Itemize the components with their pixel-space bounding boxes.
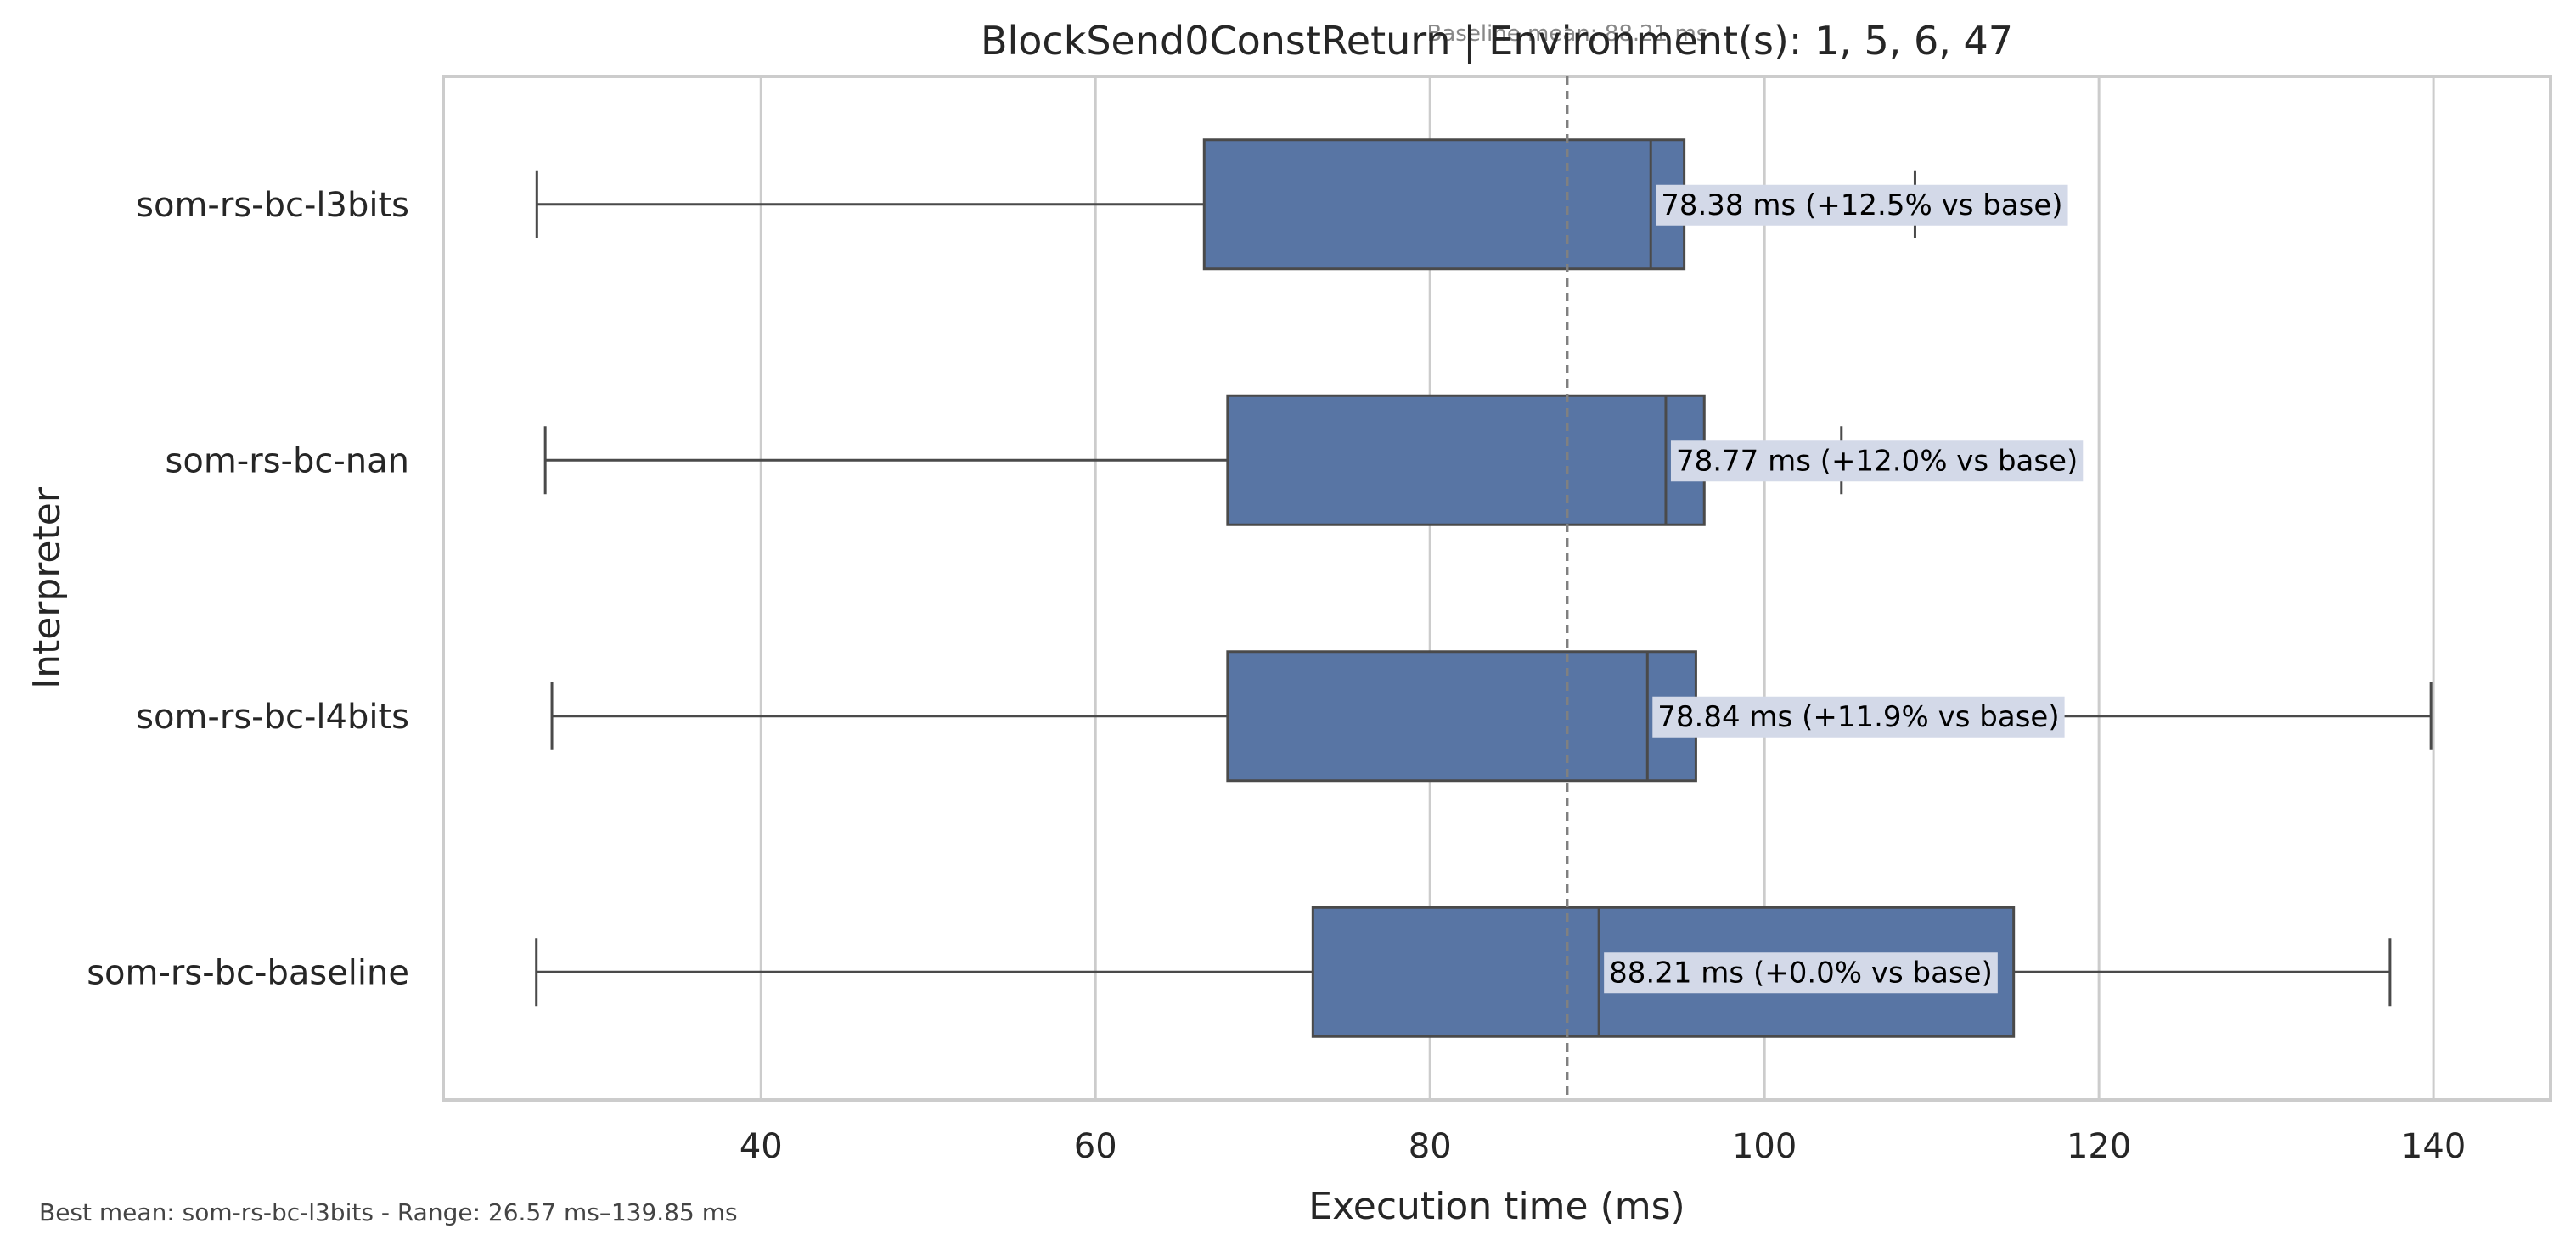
annotation-label: 78.38 ms (+12.5% vs base) xyxy=(1661,188,2062,222)
box-iqr xyxy=(1226,394,1706,526)
x-tick-labels: 40 60 80 100 120 140 xyxy=(740,1127,2466,1166)
box-marks: 78.38 ms (+12.5% vs base) 78.77 ms (+12.0… xyxy=(535,138,2433,1038)
box-group xyxy=(550,650,2433,783)
y-tick-labels: som-rs-bc-l3bits som-rs-bc-nan som-rs-bc-l… xyxy=(87,186,409,993)
annotation-group: 88.21 ms (+0.0% vs base) xyxy=(1604,952,1998,994)
x-axis-label: Execution time (ms) xyxy=(1308,1185,1685,1228)
annotation-background xyxy=(1656,184,2068,226)
x-tick-label: 60 xyxy=(1074,1127,1117,1166)
annotation-background xyxy=(1604,952,1998,994)
y-tick-label: som-rs-bc-nan xyxy=(166,441,409,480)
annotation-label: 88.21 ms (+0.0% vs base) xyxy=(1609,956,1993,990)
annotation-group: 78.77 ms (+12.0% vs base) xyxy=(1670,440,2084,482)
box-group xyxy=(535,906,2392,1038)
x-tick-label: 40 xyxy=(740,1127,783,1166)
annotation-group: 78.38 ms (+12.5% vs base) xyxy=(1656,184,2068,226)
box-group xyxy=(535,138,1916,271)
box-group xyxy=(543,394,1843,526)
box-iqr xyxy=(1226,650,1697,783)
y-axis-label: Interpreter xyxy=(25,486,69,689)
annotation-background xyxy=(1652,696,2065,738)
box-iqr xyxy=(1202,138,1686,271)
y-tick-label: som-rs-bc-l4bits xyxy=(136,698,409,737)
x-tick-label: 120 xyxy=(2067,1127,2131,1166)
baseline-mean-label: Baseline mean: 88.21 ms xyxy=(1427,21,1708,47)
y-tick-label: som-rs-bc-l3bits xyxy=(136,186,409,225)
annotation-label: 78.84 ms (+11.9% vs base) xyxy=(1657,700,2059,734)
annotation-group: 78.84 ms (+11.9% vs base) xyxy=(1652,696,2065,738)
plot-area-frame xyxy=(442,75,2552,1102)
x-tick-label: 100 xyxy=(1732,1127,1797,1166)
annotation-background xyxy=(1670,440,2084,482)
footnote-text: Best mean: som-rs-bc-l3bits - Range: 26.… xyxy=(39,1198,738,1226)
annotation-label: 78.77 ms (+12.0% vs base) xyxy=(1676,444,2078,478)
chart-title: BlockSend0ConstReturn | Environment(s): … xyxy=(981,18,2013,65)
x-tick-label: 80 xyxy=(1409,1127,1452,1166)
y-tick-label: som-rs-bc-baseline xyxy=(87,953,409,992)
x-tick-label: 140 xyxy=(2401,1127,2466,1166)
